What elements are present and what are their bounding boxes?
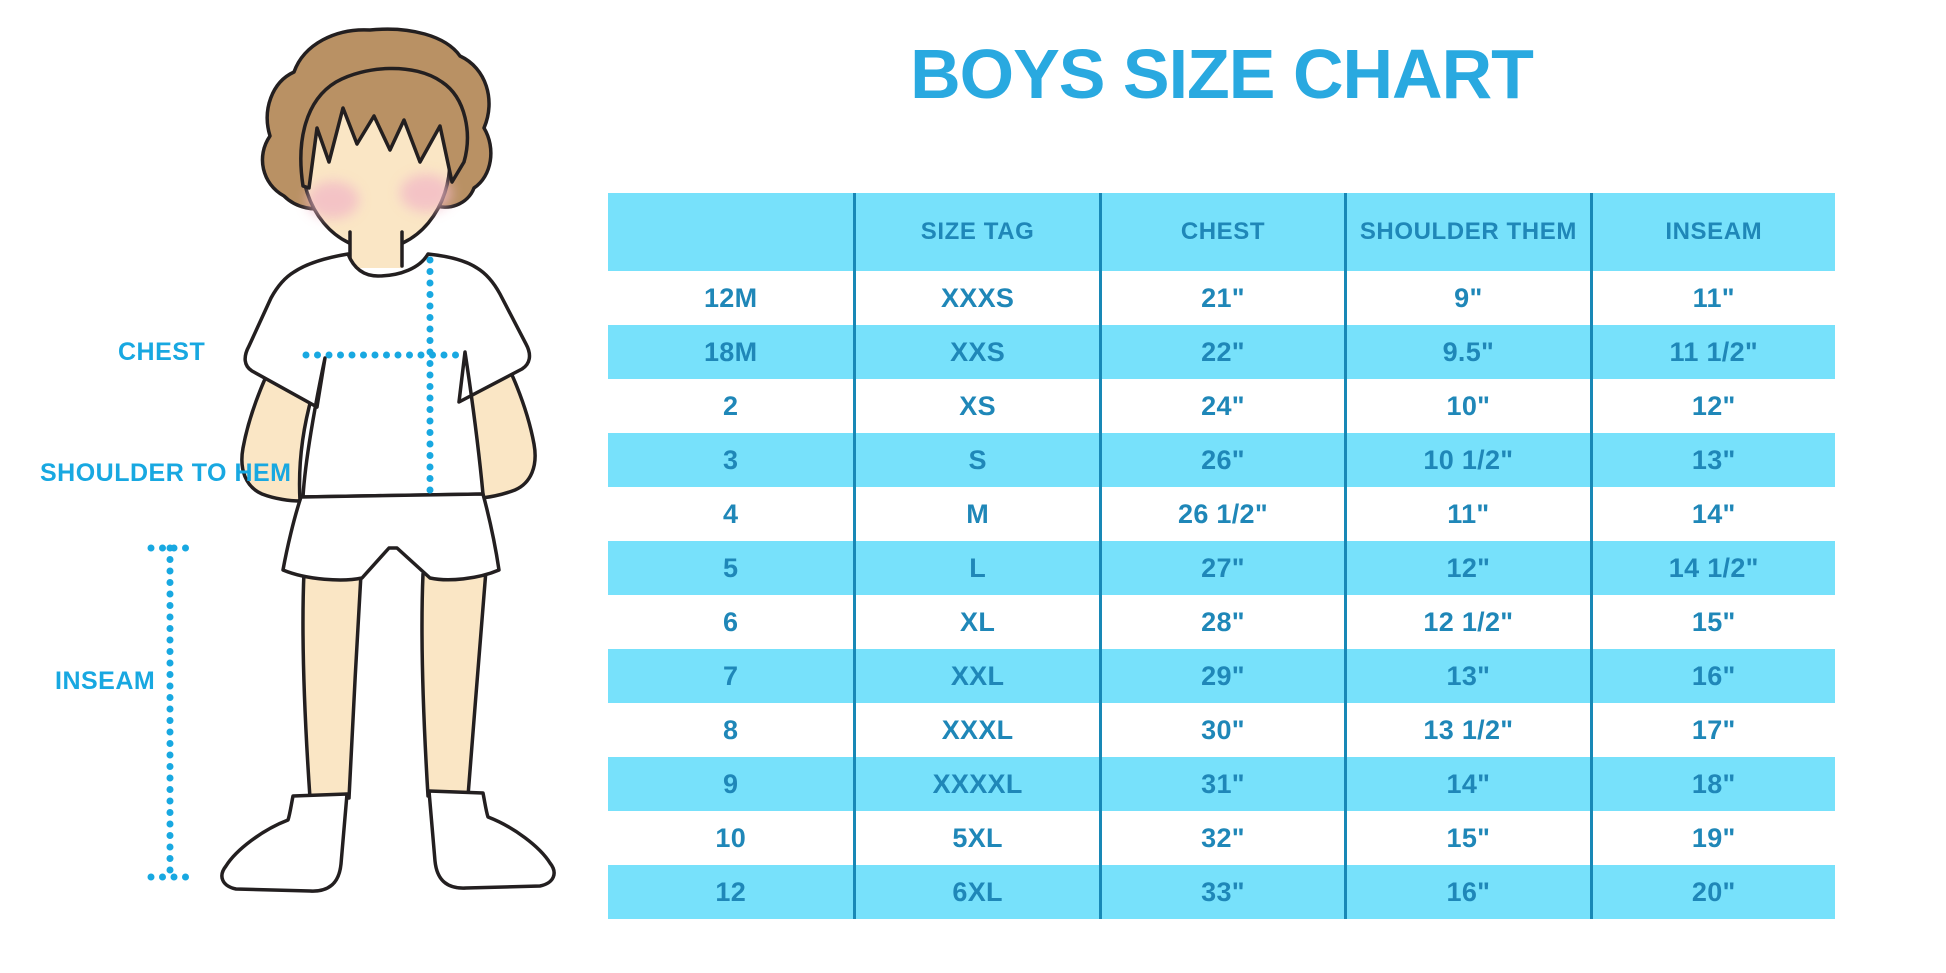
table-cell: 19" <box>1589 811 1835 865</box>
table-cell: 26 1/2" <box>1098 487 1344 541</box>
table-cell: 12 <box>715 876 747 907</box>
table-cell: 16" <box>1344 865 1589 919</box>
table-row: 12M XXXS 21" 9" 11" <box>608 271 1835 325</box>
chest-label: CHEST <box>118 338 206 366</box>
shoulder-to-hem-label: SHOULDER TO HEM <box>40 459 292 487</box>
table-cell: 21" <box>1098 271 1344 325</box>
table-cell: 15" <box>1589 595 1835 649</box>
table-cell: 11" <box>1344 487 1589 541</box>
table-cell: 11" <box>1589 271 1835 325</box>
table-cell: 30" <box>1098 703 1344 757</box>
table-cell: 14" <box>1589 487 1835 541</box>
table-cell: 5 <box>723 552 739 583</box>
column-header-chest: CHEST <box>1098 193 1344 271</box>
table-row: 10 5XL 32" 15" 19" <box>608 811 1835 865</box>
table-cell: 28" <box>1098 595 1344 649</box>
table-cell: 5XL <box>853 811 1098 865</box>
table-cell: 12" <box>1589 379 1835 433</box>
boy-sock-left-icon <box>220 792 349 893</box>
table-cell: 2 <box>723 390 739 421</box>
table-row: 8 XXXL 30" 13 1/2" 17" <box>608 703 1835 757</box>
table-cell: 24" <box>1098 379 1344 433</box>
table-cell: XS <box>853 379 1098 433</box>
boy-sock-right-icon <box>427 789 556 890</box>
table-cell: XXL <box>853 649 1098 703</box>
table-cell: 12" <box>1344 541 1589 595</box>
table-cell: 14 1/2" <box>1589 541 1835 595</box>
table-cell: 29" <box>1098 649 1344 703</box>
table-header-row: SIZE TAG CHEST SHOULDER THEM INSEAM <box>608 193 1835 271</box>
table-cell: 10" <box>1344 379 1589 433</box>
table-cell: L <box>853 541 1098 595</box>
table-cell: 13" <box>1589 433 1835 487</box>
boy-shorts-icon <box>281 492 501 582</box>
boy-leg-right-icon <box>420 568 488 798</box>
table-cell: 13" <box>1344 649 1589 703</box>
table-cell: 20" <box>1589 865 1835 919</box>
boy-measurement-figure <box>147 27 556 893</box>
column-header-shoulder-them: SHOULDER THEM <box>1344 193 1589 271</box>
table-cell: 11 1/2" <box>1589 325 1835 379</box>
column-header-inseam: INSEAM <box>1589 193 1835 271</box>
table-cell: 15" <box>1344 811 1589 865</box>
table-cell: 4 <box>723 498 739 529</box>
table-cell: 17" <box>1589 703 1835 757</box>
table-cell: XL <box>853 595 1098 649</box>
boy-hair-fringe-icon <box>299 66 470 190</box>
table-cell: XXXS <box>853 271 1098 325</box>
column-header-size-tag: SIZE TAG <box>853 193 1098 271</box>
boy-cheek-left-icon <box>307 181 359 219</box>
table-cell: 31" <box>1098 757 1344 811</box>
boy-tshirt-icon <box>243 252 532 499</box>
table-cell: M <box>853 487 1098 541</box>
table-row: 6 XL 28" 12 1/2" 15" <box>608 595 1835 649</box>
table-cell: 6XL <box>853 865 1098 919</box>
table-cell: 12 1/2" <box>1344 595 1589 649</box>
table-row: 12 6XL 33" 16" 20" <box>608 865 1835 919</box>
table-cell: 18M <box>703 336 758 367</box>
table-cell: 18" <box>1589 757 1835 811</box>
table-cell: 6 <box>723 606 739 637</box>
table-cell: 32" <box>1098 811 1344 865</box>
table-cell: 12M <box>703 282 758 313</box>
boy-cheek-right-icon <box>400 174 452 212</box>
table-cell: XXXXL <box>853 757 1098 811</box>
table-row: 2 XS 24" 10" 12" <box>608 379 1835 433</box>
table-cell: 3 <box>723 444 739 475</box>
table-cell: 9.5" <box>1344 325 1589 379</box>
table-cell: 22" <box>1098 325 1344 379</box>
table-cell: 14" <box>1344 757 1589 811</box>
table-row: 3 S 26" 10 1/2" 13" <box>608 433 1835 487</box>
table-cell: 27" <box>1098 541 1344 595</box>
table-cell: S <box>853 433 1098 487</box>
size-table: SIZE TAG CHEST SHOULDER THEM INSEAM 12M XXXS 2… <box>608 193 1835 919</box>
table-cell: 8 <box>723 714 739 745</box>
table-cell: 33" <box>1098 865 1344 919</box>
table-row: 9 XXXXL 31" 14" 18" <box>608 757 1835 811</box>
table-cell: 9 <box>723 768 739 799</box>
table-row: 7 XXL 29" 13" 16" <box>608 649 1835 703</box>
boy-leg-left-icon <box>301 570 363 800</box>
inseam-label: INSEAM <box>55 667 156 695</box>
table-row: 18M XXS 22" 9.5" 11 1/2" <box>608 325 1835 379</box>
table-cell: XXS <box>853 325 1098 379</box>
table-cell: 7 <box>723 660 739 691</box>
table-cell: 26" <box>1098 433 1344 487</box>
column-header-size <box>608 193 853 271</box>
table-cell: 13 1/2" <box>1344 703 1589 757</box>
table-cell: 10 <box>715 822 747 853</box>
page-title: BOYS SIZE CHART <box>910 35 1534 113</box>
table-cell: 10 1/2" <box>1344 433 1589 487</box>
boy-neck-icon <box>350 230 402 268</box>
table-row: 4 M 26 1/2" 11" 14" <box>608 487 1835 541</box>
table-cell: 9" <box>1344 271 1589 325</box>
table-cell: XXXL <box>853 703 1098 757</box>
table-row: 5 L 27" 12" 14 1/2" <box>608 541 1835 595</box>
table-cell: 16" <box>1589 649 1835 703</box>
